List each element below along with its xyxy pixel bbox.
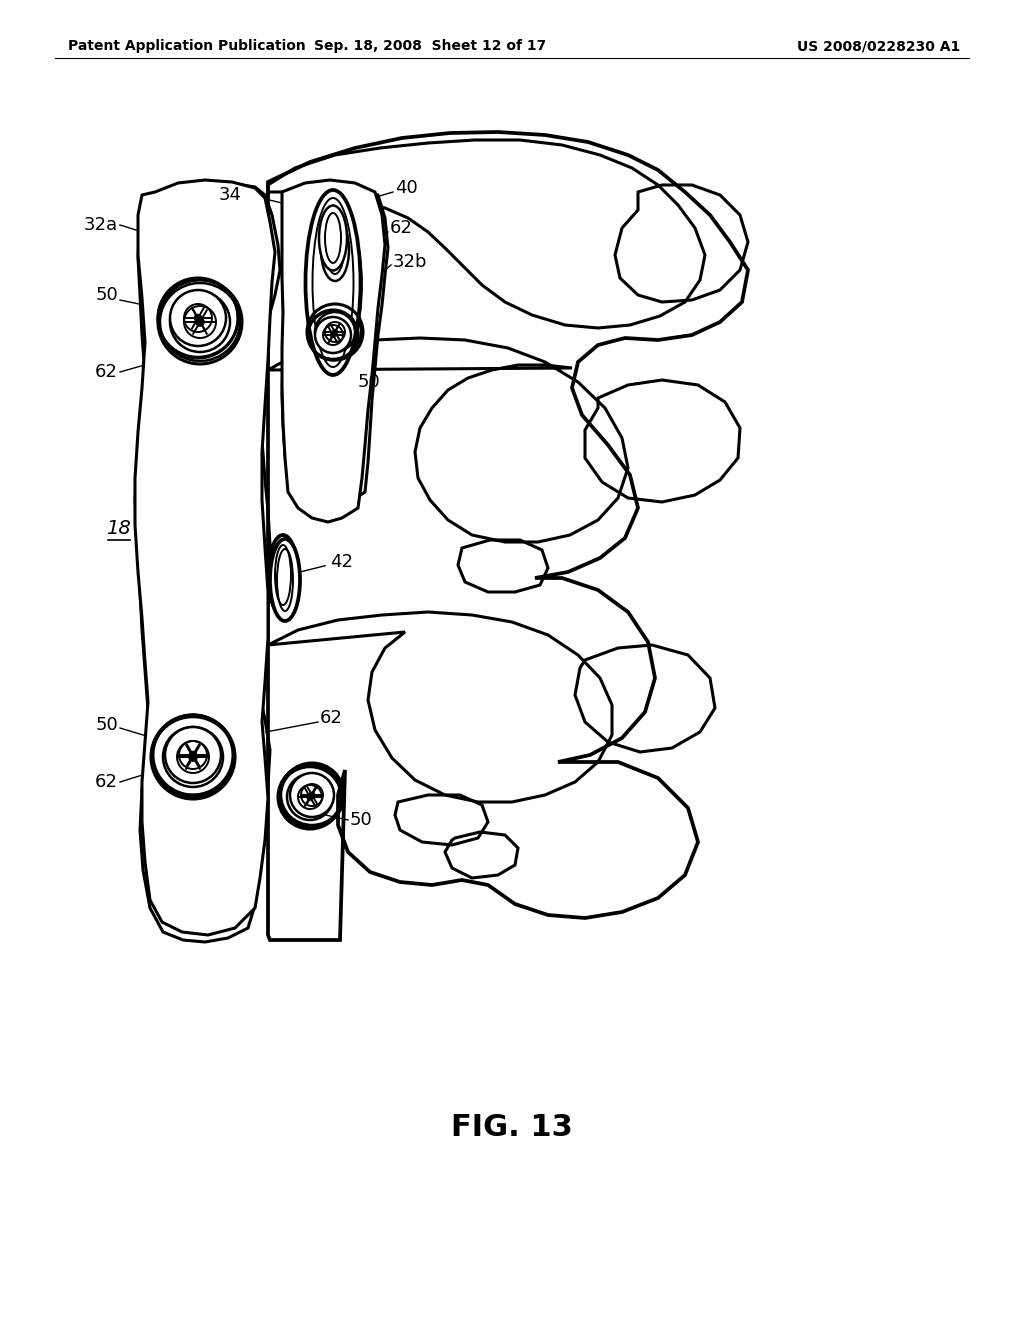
Text: US 2008/0228230 A1: US 2008/0228230 A1 <box>797 40 961 53</box>
Circle shape <box>290 774 334 817</box>
Text: 32b: 32b <box>393 253 427 271</box>
Ellipse shape <box>321 219 349 281</box>
Circle shape <box>309 792 315 799</box>
Circle shape <box>170 292 230 352</box>
Polygon shape <box>282 180 385 521</box>
Circle shape <box>315 312 355 352</box>
Text: 50: 50 <box>95 715 118 734</box>
Circle shape <box>170 290 226 346</box>
Text: 18: 18 <box>105 519 130 537</box>
Ellipse shape <box>305 190 360 375</box>
Text: 50: 50 <box>95 286 118 304</box>
Text: 62: 62 <box>95 774 118 791</box>
Ellipse shape <box>270 539 300 620</box>
Text: 62: 62 <box>95 363 118 381</box>
Text: 62: 62 <box>319 709 343 727</box>
Text: Patent Application Publication: Patent Application Publication <box>68 40 306 53</box>
Text: 50: 50 <box>350 810 373 829</box>
Circle shape <box>330 333 336 338</box>
Text: 42: 42 <box>330 553 353 572</box>
Circle shape <box>306 793 313 800</box>
Text: Sep. 18, 2008  Sheet 12 of 17: Sep. 18, 2008 Sheet 12 of 17 <box>314 40 546 53</box>
Circle shape <box>188 752 198 762</box>
Circle shape <box>287 774 333 820</box>
Text: 34: 34 <box>219 186 242 205</box>
Circle shape <box>196 318 205 326</box>
Circle shape <box>195 314 202 322</box>
Ellipse shape <box>319 206 347 271</box>
Text: 32a: 32a <box>84 216 118 234</box>
Circle shape <box>165 727 221 783</box>
Text: 50: 50 <box>358 374 381 391</box>
Ellipse shape <box>309 207 361 363</box>
Text: 62: 62 <box>390 219 413 238</box>
Text: 40: 40 <box>395 180 418 197</box>
Circle shape <box>315 317 351 352</box>
Ellipse shape <box>268 535 298 615</box>
Text: FIG. 13: FIG. 13 <box>452 1114 572 1143</box>
Circle shape <box>332 329 338 335</box>
Ellipse shape <box>319 313 351 351</box>
Circle shape <box>189 751 197 759</box>
Polygon shape <box>135 180 275 935</box>
Circle shape <box>163 727 223 787</box>
